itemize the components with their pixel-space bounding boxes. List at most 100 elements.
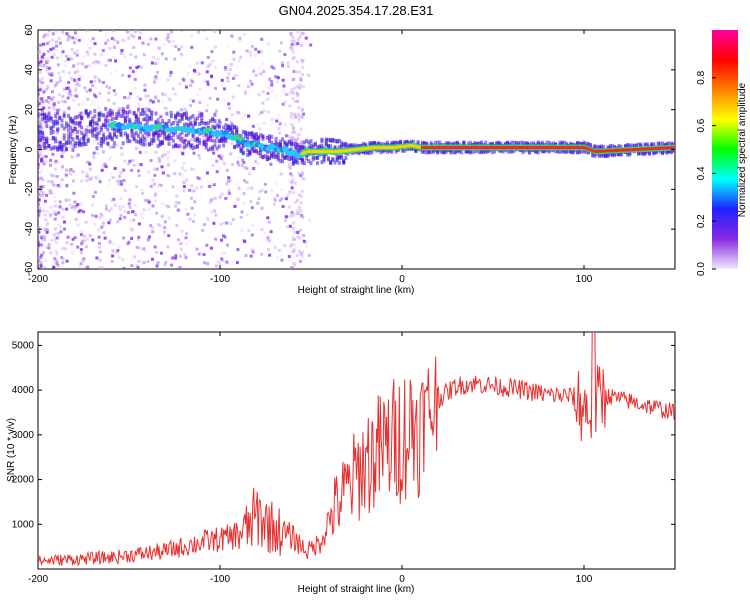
band-cell [265, 135, 269, 140]
noise-dot [48, 188, 52, 192]
band-cell [536, 150, 540, 155]
noise-dot [188, 98, 192, 102]
noise-dot [94, 59, 98, 63]
noise-dot [237, 186, 241, 190]
band-cell [276, 153, 280, 158]
noise-dot [77, 129, 81, 133]
noise-dot [38, 202, 41, 206]
noise-dot [148, 42, 152, 46]
noise-dot [266, 216, 270, 220]
noise-dot [79, 233, 83, 237]
band-cell [350, 151, 354, 156]
noise-dot [249, 199, 253, 203]
noise-dot [149, 224, 153, 228]
band-cell [224, 123, 228, 128]
noise-dot [293, 100, 297, 104]
band-cell [158, 128, 162, 133]
band-cell [261, 154, 265, 159]
noise-dot [275, 182, 279, 186]
noise-dot [38, 152, 42, 156]
noise-dot [125, 30, 129, 34]
noise-dot [91, 213, 95, 217]
band-cell [75, 130, 79, 135]
band-cell [571, 150, 575, 155]
band-cell [259, 133, 263, 138]
band-cell [80, 116, 84, 121]
noise-dot [38, 68, 40, 72]
noise-dot [95, 256, 99, 260]
band-cell [82, 134, 86, 139]
noise-dot [177, 266, 181, 269]
noise-dot [60, 152, 64, 156]
noise-dot [170, 30, 174, 34]
noise-dot [153, 182, 157, 186]
noise-dot [138, 150, 142, 154]
noise-dot [132, 255, 136, 259]
band-cell [165, 111, 169, 116]
band-cell [38, 138, 42, 143]
noise-dot [225, 221, 229, 225]
noise-dot [85, 160, 89, 164]
band-cell [139, 121, 143, 126]
noise-dot [84, 220, 88, 224]
band-cell [320, 143, 324, 148]
band-cell [150, 141, 154, 146]
band-cell [442, 150, 446, 155]
noise-dot [260, 227, 264, 231]
band-cell [71, 147, 75, 152]
ridge-core [467, 146, 471, 150]
band-cell [263, 154, 267, 159]
band-cell [241, 129, 245, 134]
band-cell [198, 141, 202, 146]
band-cell [289, 147, 293, 152]
band-cell [656, 142, 660, 147]
band-cell [80, 130, 84, 135]
noise-dot [284, 197, 288, 201]
ridge-core [513, 146, 517, 150]
noise-dot [57, 100, 61, 104]
noise-dot [46, 85, 50, 89]
noise-dot [266, 91, 270, 95]
noise-dot [292, 113, 296, 117]
band-cell [40, 107, 44, 112]
noise-dot [53, 217, 57, 221]
noise-dot [226, 179, 230, 183]
band-cell [370, 142, 374, 147]
noise-dot [71, 251, 75, 255]
noise-dot [197, 252, 201, 256]
band-cell [73, 144, 77, 149]
band-cell [475, 148, 479, 153]
band-cell [455, 140, 459, 145]
noise-dot [67, 36, 71, 40]
noise-dot [117, 45, 121, 49]
band-cell [556, 149, 560, 154]
ridge-core [603, 149, 607, 153]
noise-dot [59, 206, 63, 210]
noise-dot [123, 159, 127, 163]
ridge-core [653, 147, 657, 151]
noise-dot [47, 125, 51, 129]
noise-dot [60, 166, 64, 170]
band-cell [171, 138, 175, 143]
noise-dot [39, 176, 43, 180]
noise-dot [133, 77, 137, 81]
band-cell [47, 143, 51, 148]
noise-dot [119, 146, 123, 150]
noise-dot [159, 251, 163, 255]
noise-dot [79, 262, 83, 266]
noise-dot [166, 245, 170, 249]
noise-dot [205, 37, 209, 41]
noise-dot [257, 197, 261, 201]
band-cell [178, 112, 182, 117]
noise-dot [117, 256, 121, 260]
noise-dot [121, 48, 125, 52]
noise-dot [38, 203, 40, 207]
noise-dot [78, 61, 82, 65]
noise-dot [292, 227, 296, 231]
noise-dot [45, 119, 49, 123]
noise-dot [227, 72, 231, 76]
noise-dot [227, 176, 231, 180]
band-cell [185, 122, 189, 127]
noise-dot [277, 127, 281, 131]
noise-dot [296, 94, 300, 98]
